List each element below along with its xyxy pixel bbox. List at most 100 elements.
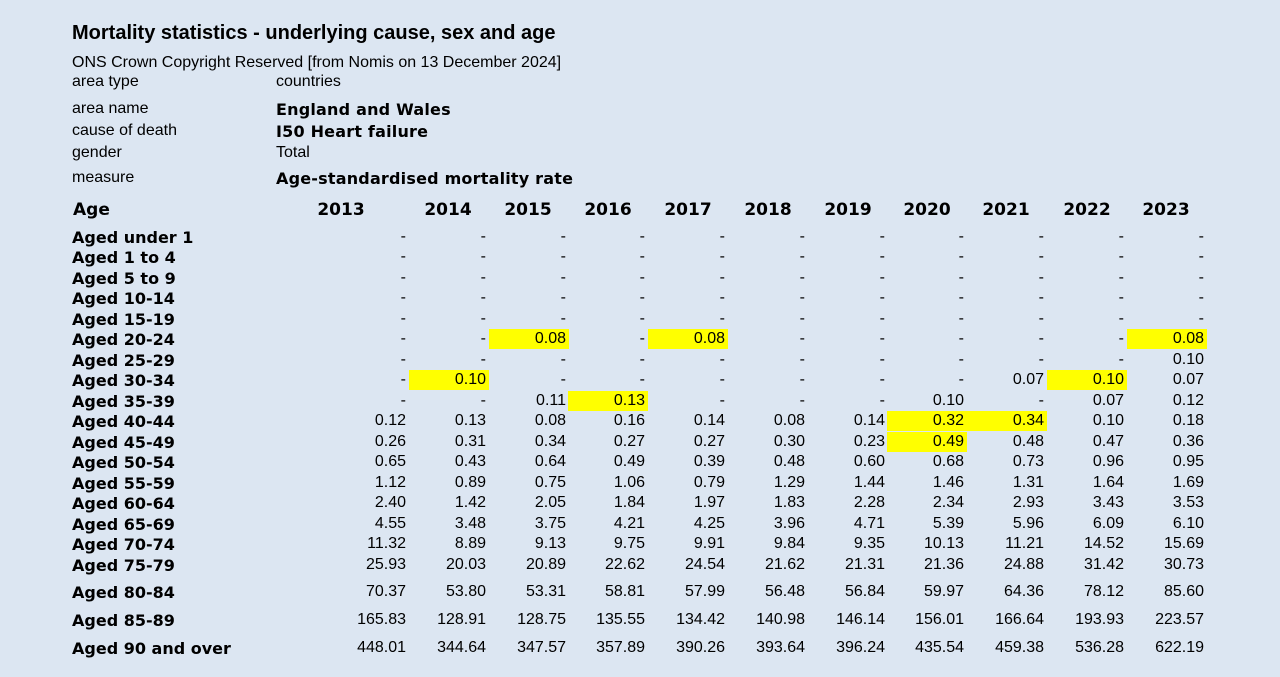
table-cell: -: [639, 351, 645, 368]
table-cell: -: [400, 351, 406, 368]
table-cell: 146.14: [836, 611, 885, 628]
table-cell: -: [560, 289, 566, 306]
table-cell: 11.21: [1005, 535, 1044, 552]
table-cell: 0.14: [853, 412, 885, 429]
table-cell: -: [719, 371, 725, 388]
table-cell: 165.83: [357, 611, 406, 628]
table-cell: 536.28: [1075, 639, 1124, 656]
table-cell: 56.48: [764, 583, 805, 600]
table-cell: -: [719, 269, 725, 286]
row-label: Aged 35-39: [72, 392, 175, 411]
table-cell: 5.96: [1012, 515, 1044, 532]
table-cell: -: [1118, 310, 1124, 327]
table-cell: 15.69: [1163, 535, 1204, 552]
table-cell: 0.48: [773, 453, 805, 470]
table-cell: 4.21: [613, 515, 645, 532]
table-cell: 396.24: [836, 639, 885, 656]
table-cell: -: [560, 351, 566, 368]
table-cell: -: [719, 289, 725, 306]
table-cell: -: [958, 248, 964, 265]
table-cell: -: [958, 351, 964, 368]
table-cell: -: [1198, 289, 1204, 306]
table-cell: -: [1038, 310, 1044, 327]
meta-value: I50 Heart failure: [276, 122, 429, 141]
row-label: Aged 30-34: [72, 371, 175, 390]
table-cell: 1.46: [932, 474, 964, 491]
table-cell: -: [480, 248, 486, 265]
table-cell: -: [799, 371, 805, 388]
table-cell: 0.08: [534, 412, 566, 429]
table-cell: -: [958, 371, 964, 388]
table-cell: -: [560, 269, 566, 286]
table-cell: 0.14: [693, 412, 725, 429]
table-cell: 20.03: [445, 556, 486, 573]
row-label: Aged 80-84: [72, 583, 175, 602]
table-cell: -: [1038, 269, 1044, 286]
column-header-year: 2021: [982, 200, 1030, 220]
table-cell: -: [719, 351, 725, 368]
table-cell: 0.79: [693, 474, 725, 491]
table-cell: 344.64: [437, 639, 486, 656]
table-cell: -: [719, 392, 725, 409]
table-cell: -: [639, 371, 645, 388]
table-cell: 223.57: [1155, 611, 1204, 628]
table-cell: 53.31: [525, 583, 566, 600]
table-cell: 0.60: [853, 453, 885, 470]
table-cell: -: [879, 310, 885, 327]
meta-value: Total: [276, 144, 310, 161]
column-header-year: 2015: [504, 200, 552, 220]
row-label: Aged 50-54: [72, 453, 175, 472]
table-cell: 0.10: [409, 370, 489, 390]
table-cell: 0.89: [454, 474, 486, 491]
table-cell: 0.27: [613, 433, 645, 450]
table-cell: 0.13: [568, 391, 648, 411]
table-cell: 0.12: [1172, 392, 1204, 409]
table-cell: 8.89: [454, 535, 486, 552]
table-cell: 24.88: [1003, 556, 1044, 573]
table-cell: 2.93: [1012, 494, 1044, 511]
table-cell: -: [480, 351, 486, 368]
table-cell: -: [480, 228, 486, 245]
table-cell: 140.98: [756, 611, 805, 628]
table-cell: 0.34: [534, 433, 566, 450]
table-cell: 24.54: [684, 556, 725, 573]
table-cell: -: [958, 228, 964, 245]
table-cell: 347.57: [517, 639, 566, 656]
row-label: Aged 55-59: [72, 474, 175, 493]
meta-label: area type: [72, 73, 139, 90]
table-cell: -: [799, 310, 805, 327]
table-cell: -: [879, 392, 885, 409]
column-header-year: 2018: [744, 200, 792, 220]
table-cell: 1.83: [773, 494, 805, 511]
row-label: Aged 75-79: [72, 556, 175, 575]
source-note: ONS Crown Copyright Reserved [from Nomis…: [72, 54, 562, 71]
table-cell: -: [719, 228, 725, 245]
table-cell: 9.75: [613, 535, 645, 552]
table-cell: -: [719, 248, 725, 265]
column-header-year: 2023: [1142, 200, 1190, 220]
table-cell: 3.48: [454, 515, 486, 532]
table-cell: 0.49: [887, 432, 967, 452]
table-cell: 4.71: [853, 515, 885, 532]
table-cell: 1.97: [693, 494, 725, 511]
table-cell: 1.44: [853, 474, 885, 491]
table-cell: 2.28: [853, 494, 885, 511]
table-cell: -: [799, 330, 805, 347]
table-cell: -: [879, 351, 885, 368]
table-cell: 0.30: [773, 433, 805, 450]
table-cell: 0.10: [1172, 351, 1204, 368]
table-cell: 166.64: [995, 611, 1044, 628]
table-cell: 0.07: [1012, 371, 1044, 388]
table-cell: -: [639, 269, 645, 286]
table-cell: -: [958, 310, 964, 327]
table-cell: 0.13: [454, 412, 486, 429]
meta-label: area name: [72, 100, 149, 117]
table-cell: 0.08: [489, 329, 569, 349]
table-cell: 0.08: [1127, 329, 1207, 349]
table-cell: 0.12: [374, 412, 406, 429]
row-label: Aged 25-29: [72, 351, 175, 370]
table-cell: 0.34: [967, 411, 1047, 431]
table-cell: 78.12: [1083, 583, 1124, 600]
table-cell: 0.07: [1172, 371, 1204, 388]
column-header-year: 2022: [1063, 200, 1111, 220]
